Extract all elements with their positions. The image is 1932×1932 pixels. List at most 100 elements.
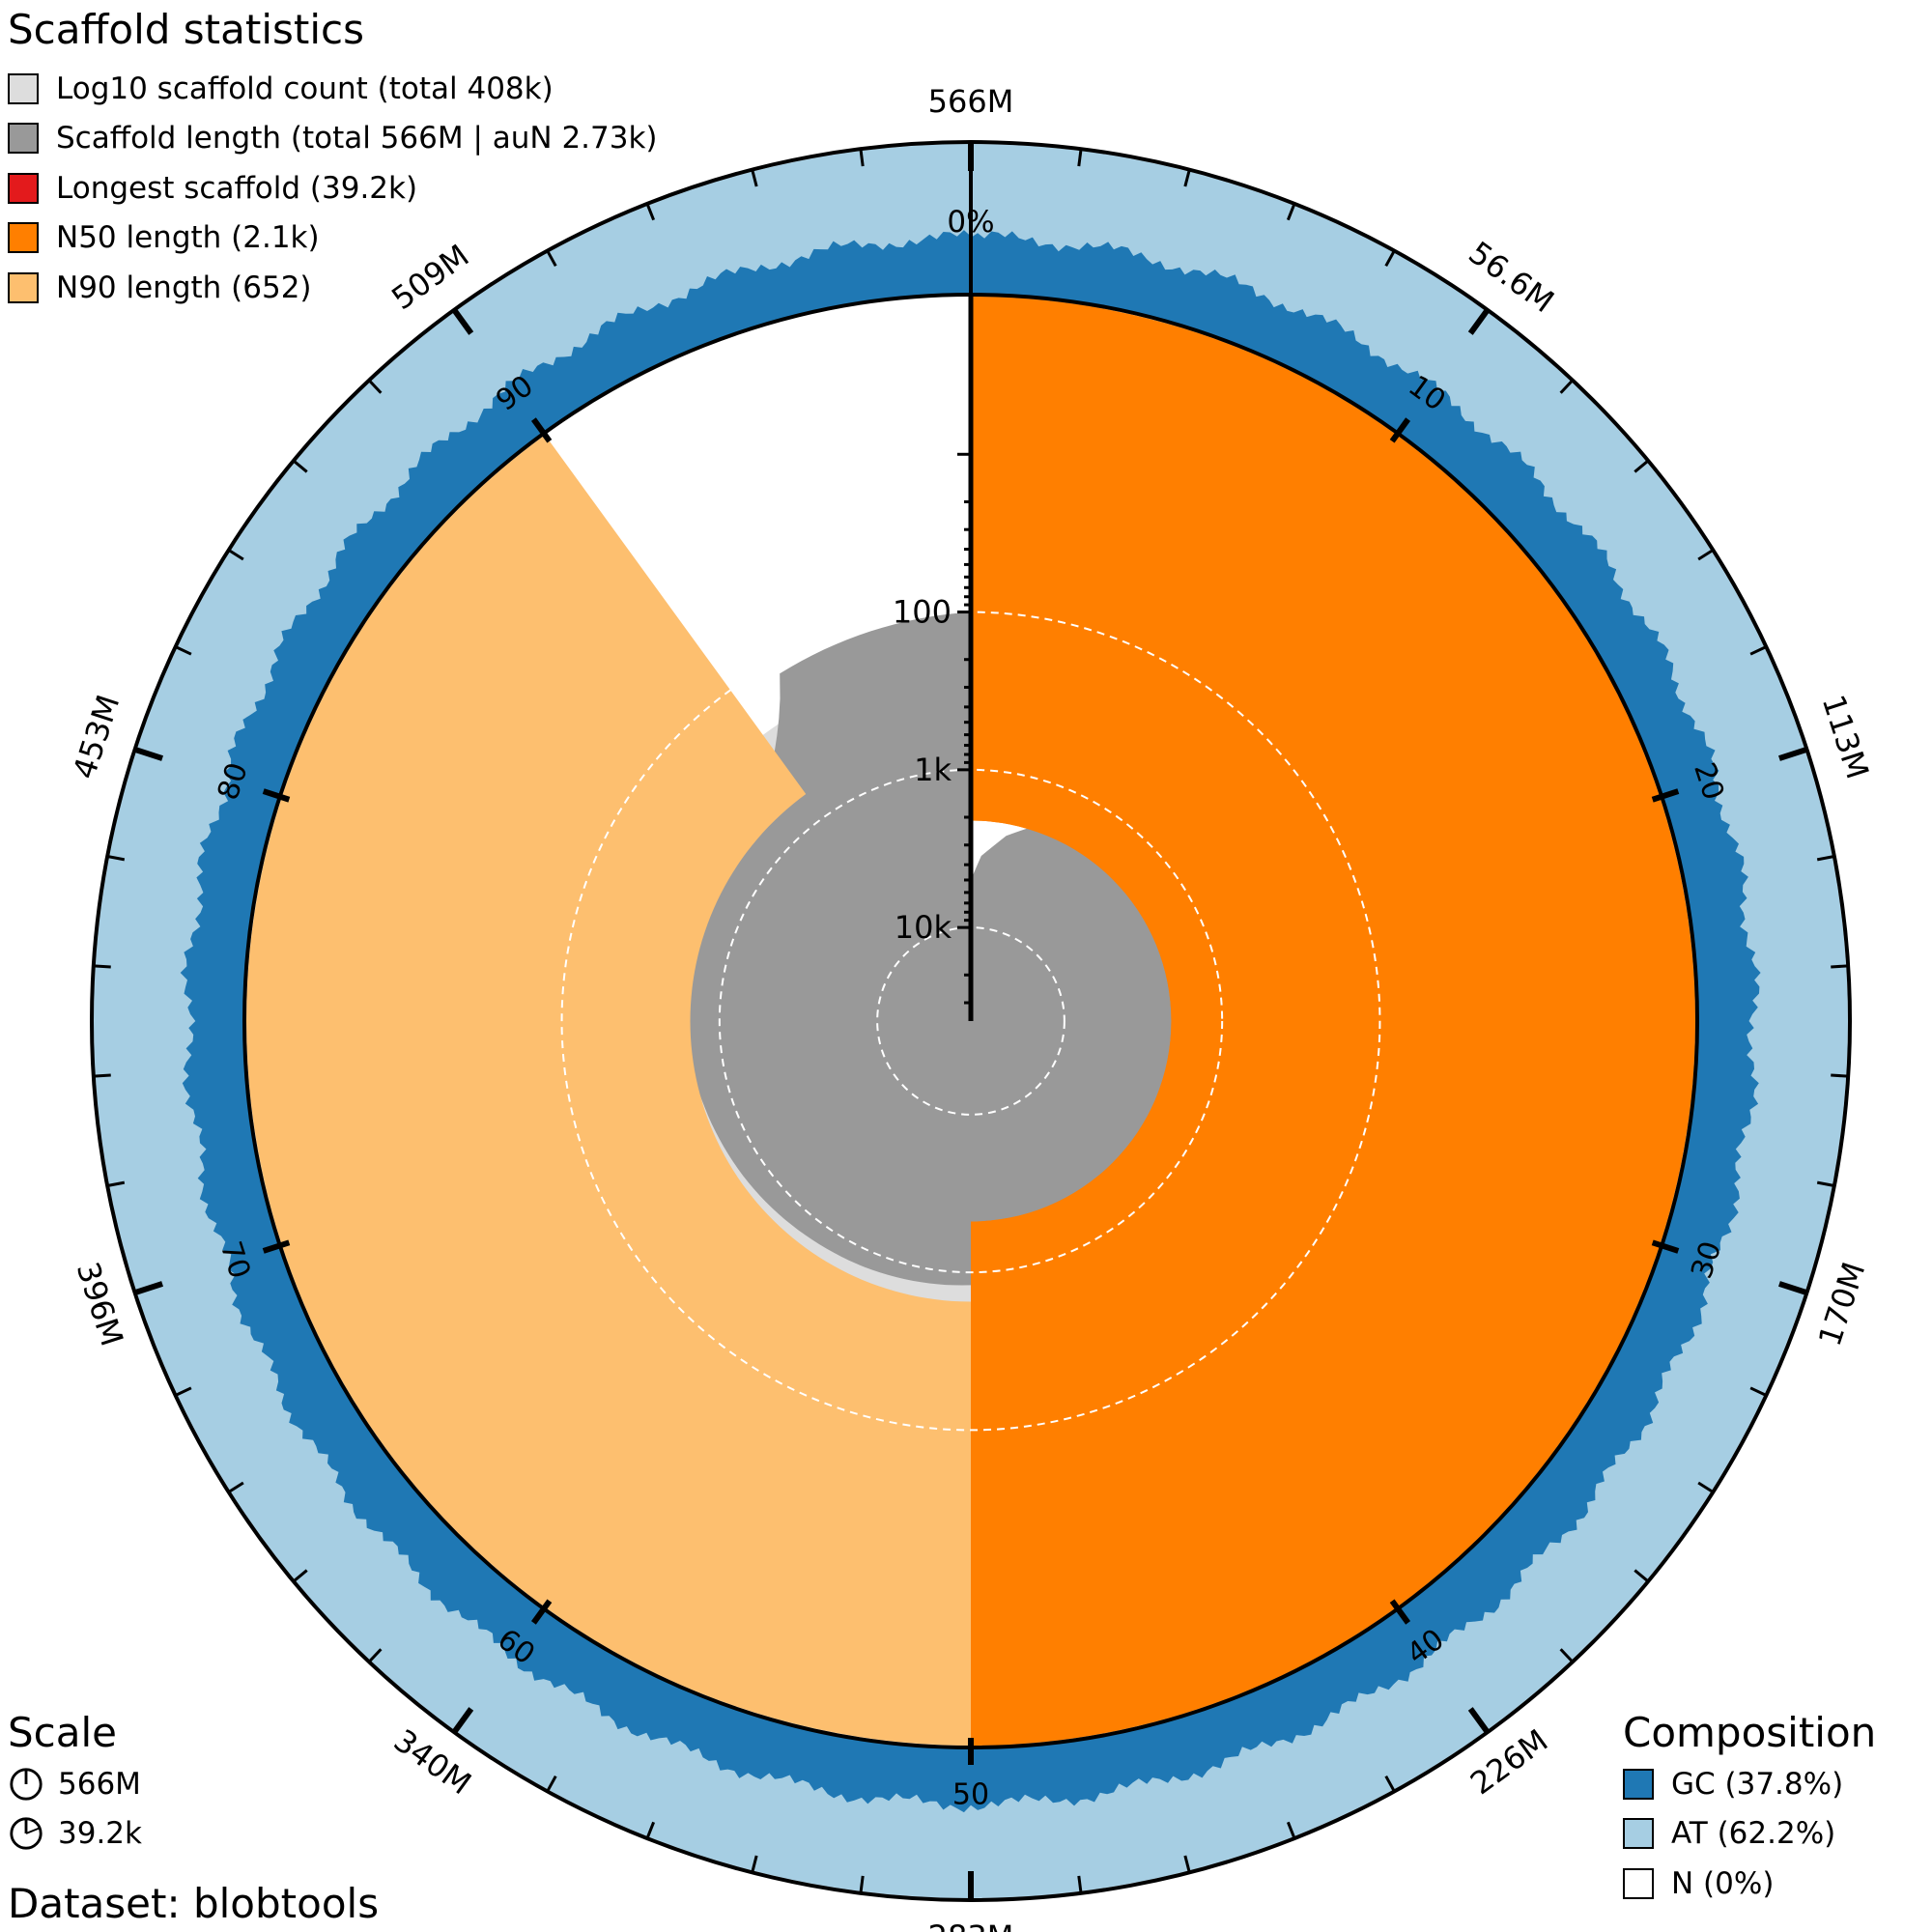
length-minor-tick: [1816, 1180, 1835, 1187]
percent-tick: [530, 417, 553, 443]
length-major-tick: [451, 1707, 474, 1734]
percent-tick-label: 50: [952, 1778, 989, 1812]
legend-item-gc: GC (37.8%): [1623, 1759, 1876, 1809]
legend-item-n50: N50 length (2.1k): [8, 213, 658, 264]
length-minor-tick: [751, 1855, 758, 1873]
length-minor-tick: [1183, 169, 1191, 187]
length-minor-tick: [292, 1569, 308, 1583]
axes-layer: [93, 142, 1849, 1900]
radial-axis-label: 1k: [914, 752, 952, 788]
length-major-tick: [133, 1281, 163, 1296]
swatch-scaffold-count: [8, 72, 39, 104]
length-minor-tick: [1286, 203, 1296, 221]
legend-item-label: N50 length (2.1k): [56, 220, 320, 256]
length-minor-tick: [93, 1073, 111, 1078]
legend-item-label: N (0%): [1671, 1865, 1775, 1901]
length-minor-tick: [1697, 549, 1715, 561]
length-major-tick: [1467, 1707, 1491, 1734]
percent-tick: [1389, 417, 1411, 443]
percent-tick: [1651, 788, 1680, 803]
length-minor-tick: [1077, 148, 1083, 167]
length-tick-label: 113M: [1815, 691, 1877, 783]
legend-item-label: 566M: [58, 1766, 141, 1802]
legend-item-label: GC (37.8%): [1671, 1766, 1844, 1802]
length-tick-label: 566M: [928, 83, 1014, 120]
percent-tick: [262, 1239, 291, 1254]
length-major-tick: [1467, 308, 1491, 335]
length-major-tick: [451, 308, 474, 335]
legend-item-label: AT (62.2%): [1671, 1816, 1836, 1852]
length-minor-tick: [1831, 1073, 1849, 1078]
scaffold-length-layer: [246, 297, 1695, 1747]
length-tick-label: 170M: [1811, 1258, 1873, 1350]
legend-title: Composition: [1623, 1709, 1877, 1756]
swatch-longest-scaffold: [8, 172, 39, 204]
legend-item-n: N (0%): [1623, 1859, 1876, 1909]
full-circle-scale-icon: [10, 1768, 43, 1801]
length-minor-tick: [645, 1821, 656, 1839]
length-minor-tick: [1559, 1648, 1575, 1663]
length-minor-tick: [1384, 249, 1396, 268]
length-minor-tick: [93, 964, 111, 969]
length-minor-tick: [546, 1775, 557, 1793]
legend-item-scaffold-count: Log10 scaffold count (total 408k): [8, 64, 658, 114]
length-minor-tick: [859, 1875, 865, 1894]
length-minor-tick: [1749, 645, 1768, 656]
scaffold-statistics-legend: Scaffold statistics Log10 scaffold count…: [8, 10, 658, 313]
legend-item-label: Log10 scaffold count (total 408k): [56, 71, 554, 106]
radial-axis-label: 100: [893, 594, 952, 631]
length-minor-tick: [227, 549, 244, 561]
percent-tick: [1651, 1239, 1680, 1254]
length-minor-tick: [1183, 1855, 1191, 1873]
n50-arc-overlay: [971, 297, 1695, 1747]
length-major-tick: [133, 746, 163, 761]
radial-axis-label: 10k: [895, 909, 952, 946]
composition-legend: Composition GC (37.8%) AT (62.2%) N (0%): [1623, 1713, 1876, 1909]
composition-zero-label: 0%: [947, 205, 994, 240]
length-minor-tick: [859, 148, 865, 167]
legend-item-at: AT (62.2%): [1623, 1809, 1876, 1860]
legend-title: Scaffold statistics: [8, 6, 365, 53]
dataset-label: Dataset: blobtools: [8, 1880, 380, 1927]
length-minor-tick: [106, 855, 126, 862]
legend-item-label: Longest scaffold (39.2k): [56, 170, 418, 206]
partial-circle-scale-icon: [10, 1817, 43, 1850]
length-minor-tick: [106, 1180, 126, 1187]
length-minor-tick: [1077, 1875, 1083, 1894]
length-minor-tick: [227, 1481, 244, 1493]
length-minor-tick: [292, 459, 308, 473]
length-minor-tick: [174, 645, 192, 656]
swatch-gc: [1623, 1768, 1654, 1800]
length-minor-tick: [1831, 964, 1849, 969]
legend-item-label: N90 length (652): [56, 270, 312, 305]
legend-item-n90: N90 length (652): [8, 263, 658, 313]
length-minor-tick: [1634, 459, 1650, 473]
length-minor-tick: [1384, 1775, 1396, 1793]
percent-tick: [1389, 1599, 1411, 1625]
length-minor-tick: [1816, 855, 1835, 862]
length-minor-tick: [1749, 1386, 1768, 1397]
length-tick-label: 396M: [70, 1258, 131, 1350]
length-minor-tick: [1559, 379, 1575, 394]
length-minor-tick: [174, 1386, 192, 1397]
length-minor-tick: [367, 379, 383, 394]
legend-item-scale-total: 566M: [8, 1759, 142, 1809]
swatch-n: [1623, 1867, 1654, 1899]
legend-item-label: Scaffold length (total 566M | auN 2.73k): [56, 121, 658, 156]
swatch-at: [1623, 1818, 1654, 1850]
swatch-n50: [8, 222, 39, 254]
scaffold-length-spiral: [682, 297, 1223, 1286]
swatch-n90: [8, 271, 39, 303]
length-minor-tick: [1697, 1481, 1715, 1493]
length-minor-tick: [367, 1648, 383, 1663]
length-minor-tick: [751, 169, 758, 187]
length-tick-label: 453M: [66, 691, 128, 783]
legend-item-scale-longest: 39.2k: [8, 1809, 142, 1860]
length-major-tick: [1778, 746, 1808, 761]
length-minor-tick: [645, 203, 656, 221]
length-major-tick: [1778, 1281, 1808, 1296]
percent-tick: [262, 788, 291, 803]
legend-item-label: 39.2k: [58, 1816, 142, 1852]
scale-legend: Scale 566M 39.2k: [8, 1713, 142, 1859]
